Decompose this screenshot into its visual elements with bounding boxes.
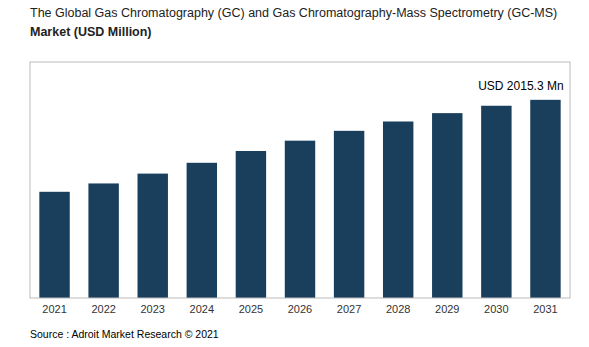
bar — [334, 131, 364, 298]
bar — [138, 174, 168, 298]
title: The Global Gas Chromatography (GC) and G… — [30, 6, 557, 20]
x-tick-label: 2024 — [190, 303, 214, 315]
bar — [285, 141, 315, 298]
bar — [530, 100, 560, 298]
bars — [39, 100, 560, 298]
plot-frame — [30, 62, 570, 298]
bar — [236, 151, 266, 298]
x-tick-label: 2029 — [435, 303, 459, 315]
source-note: Source : Adroit Market Research © 2021 — [30, 328, 219, 340]
annotation: USD 2015.3 Mn — [478, 79, 563, 93]
x-tick-label: 2027 — [337, 303, 361, 315]
bar — [88, 183, 118, 298]
x-tick-label: 2025 — [239, 303, 263, 315]
x-tick-label: 2023 — [140, 303, 164, 315]
x-tick-label: 2031 — [533, 303, 557, 315]
chart-svg: The Global Gas Chromatography (GC) and G… — [0, 0, 589, 347]
bar — [383, 121, 413, 298]
background — [0, 0, 589, 347]
x-tick-label: 2026 — [288, 303, 312, 315]
bar — [187, 163, 217, 298]
bar — [481, 106, 511, 298]
bar — [39, 192, 69, 298]
subtitle: Market (USD Million) — [30, 25, 152, 39]
bar — [432, 113, 462, 298]
x-tick-label: 2028 — [386, 303, 410, 315]
chart-container: The Global Gas Chromatography (GC) and G… — [0, 0, 589, 347]
x-tick-label: 2021 — [42, 303, 66, 315]
x-tick-label: 2022 — [91, 303, 115, 315]
x-tick-label: 2030 — [484, 303, 508, 315]
